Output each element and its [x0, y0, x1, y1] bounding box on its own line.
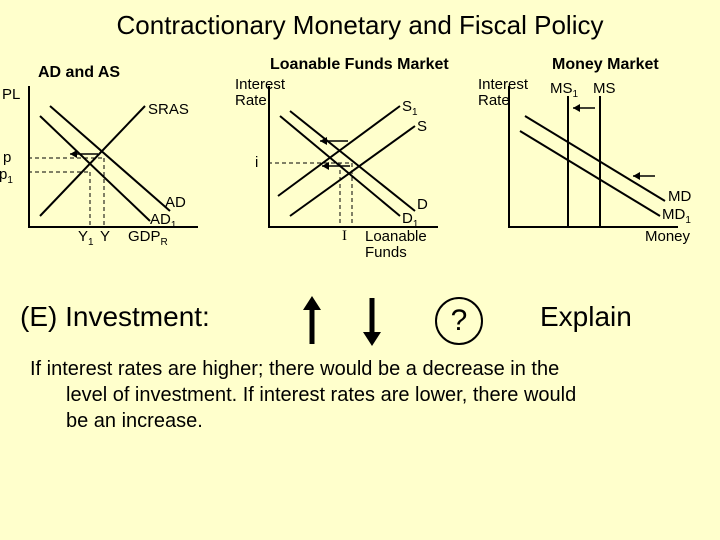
investment-row: (E) Investment: ? Explain — [0, 291, 720, 351]
exp-line3: be an increase. — [30, 408, 690, 434]
ad-as-chart: AD and AS PL SRAS AD AD1 p p1 Y1 Y GDPR — [10, 76, 210, 246]
p-label: p — [3, 149, 11, 166]
i-upper-label: I — [342, 228, 347, 245]
y1-label: Y1 — [78, 228, 94, 248]
page-title: Contractionary Monetary and Fiscal Polic… — [0, 0, 720, 41]
gdpr-label: GDPR — [128, 228, 168, 248]
sras-label: SRAS — [148, 101, 189, 118]
s-label: S — [417, 118, 427, 135]
md1-label: MD1 — [662, 206, 691, 226]
investment-label: (E) Investment: — [20, 301, 210, 333]
exp-line2: level of investment. If interest rates a… — [30, 382, 690, 408]
i-label: i — [255, 154, 258, 171]
mm-title: Money Market — [552, 56, 659, 74]
y-label: Y — [100, 228, 110, 245]
mm-lines — [490, 76, 690, 246]
ad-label: AD — [165, 194, 186, 211]
mm-xlabel: Money — [645, 228, 690, 245]
ms-label: MS — [593, 80, 616, 97]
explanation-text: If interest rates are higher; there woul… — [0, 351, 720, 434]
d1-label: D1 — [402, 210, 418, 230]
explain-label: Explain — [540, 301, 632, 333]
up-arrow-icon — [300, 296, 324, 346]
money-market-chart: Money Market Interest Rate MS1 MS MD MD1… — [490, 76, 690, 246]
s1-label: S1 — [402, 98, 418, 118]
question-circle: ? — [435, 297, 483, 345]
exp-line1: If interest rates are higher; there woul… — [30, 358, 559, 380]
lf-lines — [250, 76, 450, 246]
d-label: D — [417, 196, 428, 213]
ms1-label: MS1 — [550, 80, 578, 100]
md-label: MD — [668, 188, 691, 205]
loanable-funds-chart: Loanable Funds Market Interest Rate S1 — [250, 76, 450, 246]
charts-container: AD and AS PL SRAS AD AD1 p p1 Y1 Y GDPR — [0, 41, 720, 291]
p1-label: p1 — [0, 166, 13, 186]
down-arrow-icon — [360, 296, 384, 346]
lf-xlabel1: Loanable — [365, 228, 427, 245]
lf-title: Loanable Funds Market — [270, 56, 449, 74]
lf-xlabel2: Funds — [365, 244, 407, 261]
